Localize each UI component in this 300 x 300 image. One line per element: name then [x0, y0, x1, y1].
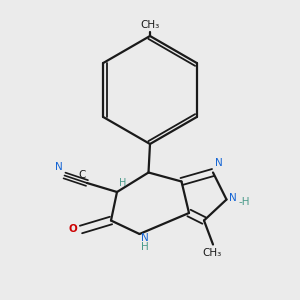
Text: N: N — [214, 158, 222, 168]
Text: O: O — [69, 224, 77, 235]
Text: N: N — [141, 233, 149, 243]
Text: N: N — [229, 193, 237, 203]
Text: -H: -H — [238, 197, 250, 207]
Text: C: C — [78, 170, 85, 180]
Text: N: N — [55, 163, 63, 172]
Text: H: H — [141, 242, 149, 252]
Text: CH₃: CH₃ — [140, 20, 160, 30]
Text: CH₃: CH₃ — [203, 248, 222, 258]
Text: H: H — [118, 178, 126, 188]
